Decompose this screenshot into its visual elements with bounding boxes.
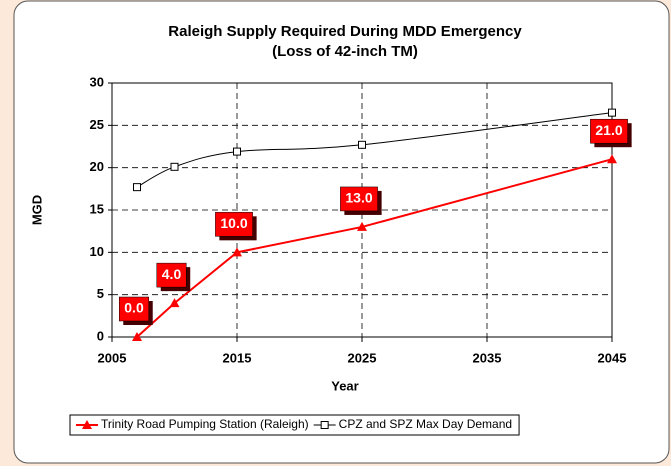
x-tick-label: 2025 (348, 350, 377, 365)
marker (607, 154, 617, 164)
x-tick-label: 2015 (223, 350, 252, 365)
legend-label: Trinity Road Pumping Station (Raleigh) (101, 417, 309, 431)
x-tick-label: 2035 (473, 350, 502, 365)
data-label-box (156, 262, 187, 288)
legend-marker (320, 421, 329, 429)
y-tick-label: 15 (90, 201, 104, 216)
y-tick-label: 20 (90, 159, 104, 174)
data-label-box (119, 296, 149, 322)
marker (357, 221, 367, 231)
data-label: 10.0 (220, 215, 247, 231)
data-label-box (590, 118, 628, 144)
data-label-box (340, 186, 378, 212)
y-tick-label: 25 (90, 117, 104, 132)
marker (358, 140, 366, 149)
data-label: 21.0 (595, 122, 622, 138)
legend-marker (82, 420, 92, 429)
legend: Trinity Road Pumping Station (Raleigh) CP… (69, 414, 520, 436)
marker (132, 332, 142, 341)
marker (232, 247, 242, 257)
data-label: 4.0 (162, 266, 182, 282)
y-tick-label: 10 (90, 244, 104, 259)
legend-label: CPZ and SPZ Max Day Demand (339, 417, 512, 431)
plot-frame (111, 82, 613, 338)
marker (169, 298, 180, 308)
x-tick-label: 2005 (98, 350, 127, 365)
marker (133, 183, 141, 192)
x-axis-label: Year (331, 378, 358, 393)
x-tick-label: 2045 (598, 350, 627, 365)
chart-title: Raleigh Supply Required During MDD Emerg… (168, 23, 522, 40)
y-tick-label: 5 (97, 286, 104, 301)
y-tick-label: 30 (90, 74, 104, 89)
data-label: 13.0 (345, 190, 372, 206)
marker (170, 162, 179, 171)
y-axis-label: MGD (29, 195, 44, 225)
data-label: 0.0 (124, 300, 144, 316)
marker (233, 147, 241, 156)
data-label-box (215, 212, 253, 237)
chart-title: (Loss of 42-inch TM) (272, 43, 418, 60)
marker (608, 108, 616, 117)
y-tick-label: 0 (97, 328, 104, 343)
legend-box (69, 414, 520, 436)
